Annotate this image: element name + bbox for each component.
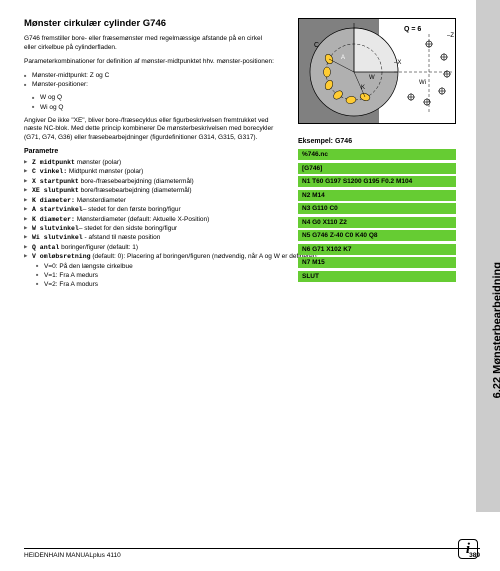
- intro-para-3: Angiver De ikke "XE", bliver bore-/fræse…: [24, 117, 274, 143]
- code-line: %746.nc: [298, 149, 456, 160]
- param-desc: (default: 0): Placering af boringen/figu…: [91, 253, 319, 260]
- param-key: W slutvinkel: [32, 225, 79, 232]
- code-line: N7 M15: [298, 257, 456, 268]
- page-footer: HEIDENHAIN MANUALplus 4110 389: [24, 548, 480, 559]
- code-line: N4 G0 X110 Z2: [298, 217, 456, 228]
- param-key: V omløbsretning: [32, 253, 91, 260]
- param-key: XE slutpunkt: [32, 187, 79, 194]
- param-key: K diameter:: [32, 197, 75, 204]
- code-line: SLUT: [298, 271, 456, 282]
- param-desc: mønster (polar): [75, 159, 121, 166]
- param-desc: Midtpunkt mønster (polar): [67, 168, 143, 175]
- diagram-x-label: –X: [394, 60, 401, 66]
- param-desc: – stedet for den sidste boring/figur: [79, 225, 177, 232]
- info-icon: i: [458, 539, 478, 559]
- param-desc: bore-/fræsebearbejdning (diametermål): [79, 178, 194, 185]
- code-line: N6 G71 X102 K7: [298, 244, 456, 255]
- diagram-z-label: –Z: [447, 33, 454, 39]
- code-line: N3 G110 C0: [298, 203, 456, 214]
- param-desc: boringer/figurer (default: 1): [59, 244, 138, 251]
- diagram-a-label: A: [341, 55, 345, 61]
- code-line: [G746]: [298, 163, 456, 174]
- param-desc: bore/fræsebearbejdning (diametermål): [79, 187, 192, 194]
- diagram-k-label: K: [361, 85, 365, 91]
- diagram-wi-label: Wi: [419, 80, 426, 86]
- param-key: Z midtpunkt: [32, 159, 75, 166]
- param-key: A startvinkel: [32, 206, 83, 213]
- code-line: N5 G746 Z-40 C0 K40 Q8: [298, 230, 456, 241]
- param-key: C vinkel:: [32, 168, 67, 175]
- diagram-c-label: C: [314, 42, 319, 49]
- footer-left: HEIDENHAIN MANUALplus 4110: [24, 552, 121, 559]
- diagram-q-label: Q = 6: [404, 26, 421, 33]
- param-key: K diameter:: [32, 216, 75, 223]
- param-key: X startpunkt: [32, 178, 79, 185]
- param-desc: – stedet for den første boring/figur: [83, 206, 181, 213]
- param-key: Q antal: [32, 244, 59, 251]
- param-desc: Mønsterdiameter: [75, 197, 126, 204]
- example-heading: Eksempel: G746: [298, 138, 456, 145]
- pattern-diagram: Q = 6 C –Z –X K A W Wi: [298, 18, 456, 124]
- code-line: N1 T60 G197 S1200 G195 F0.2 M104: [298, 176, 456, 187]
- diagram-w-label: W: [369, 75, 375, 81]
- param-desc: Mønsterdiameter (default: Aktuelle X-Pos…: [75, 216, 209, 223]
- param-desc: - afstand til næste position: [83, 234, 161, 241]
- intro-para-1: G746 fremstiller bore- eller fræsemønste…: [24, 35, 274, 53]
- intro-para-2: Parameterkombinationer for definition af…: [24, 58, 274, 67]
- param-key: Wi slutvinkel: [32, 234, 83, 241]
- code-line: N2 M14: [298, 190, 456, 201]
